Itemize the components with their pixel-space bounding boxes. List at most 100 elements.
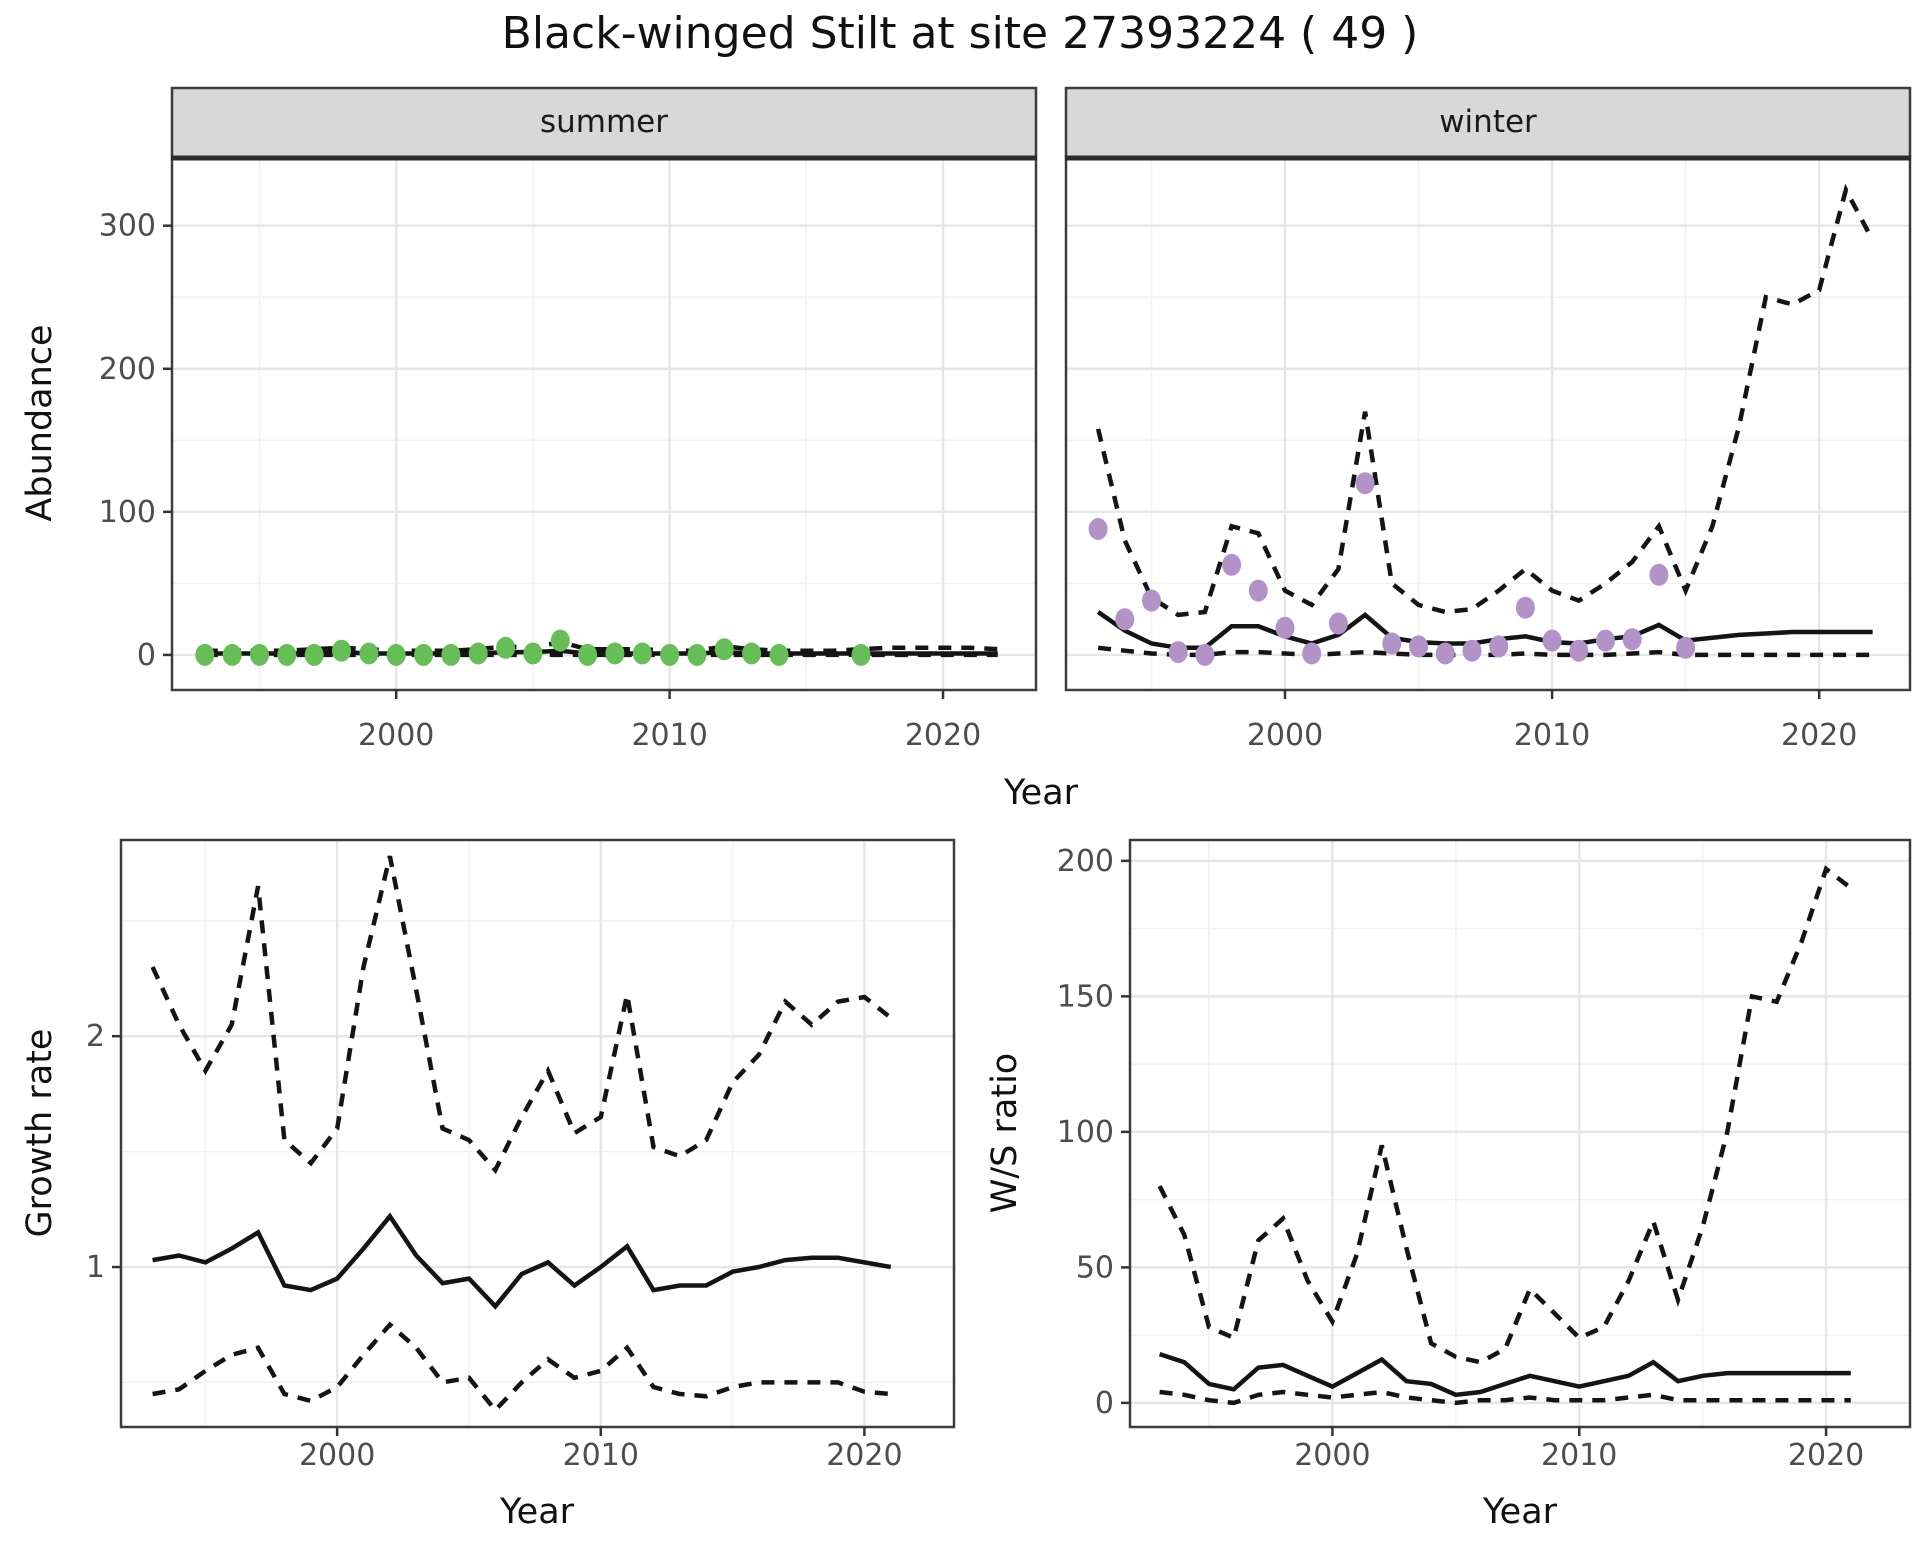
growth-rate-axis-ticks: 2000 2010 2020 1 2 [86,1019,903,1473]
abundance-winter-data-point [1088,518,1108,540]
abundance-summer-x-tick-label: 2010 [631,718,707,753]
abundance-winter-lower-ci-line [1097,645,1873,658]
abundance-summer-data-point [250,643,269,666]
ws-ratio-lower-ci-line [1159,1389,1851,1406]
abundance-summer-panel-background [172,157,1036,690]
abundance-summer-data-point [550,629,570,652]
abundance-summer-y-tick-label: 0 [137,638,156,673]
ws-ratio-median-line [1158,1351,1851,1398]
growth-rate-y-tick-label: 2 [86,1019,105,1054]
growth-rate-panel: 2000 2010 2020 1 2 [86,838,956,1473]
abundance-winter-data-point [1275,616,1295,639]
facet-strip-winter [1064,86,1912,159]
abundance-winter-median-line [1096,610,1873,651]
abundance-winter-panel: 2000 2010 2020 [1064,86,1912,753]
ws-ratio-y-tick-label: 150 [1057,979,1114,1014]
abundance-summer-y-tick-label: 200 [99,352,156,387]
abundance-winter-data-point [1328,612,1348,635]
abundance-summer-panel: 2000 2010 2020 0 100 200 300 [99,86,1038,753]
ws-ratio-y-tick-label: 200 [1057,844,1114,879]
growth-rate-panel-border [119,838,956,1429]
facet-strip-label-summer: summer [539,104,669,140]
abundance-summer-axis-ticks: 2000 2010 2020 0 100 200 300 [99,209,981,753]
abundance-summer-y-tick-label: 300 [99,209,156,244]
x-axis-title-year-top: Year [1003,773,1079,813]
abundance-winter-data-point [1676,636,1696,659]
abundance-summer-data-point [605,642,625,665]
growth-rate-lines [150,855,893,1414]
ws-ratio-panel-border [1128,838,1912,1429]
y-axis-title-growth-rate: Growth rate [20,1028,60,1238]
abundance-winter-data-point [1435,642,1455,665]
abundance-summer-data-point [304,643,324,666]
abundance-winter-data-point [1569,639,1589,662]
growth-rate-x-tick-label: 2010 [563,1438,639,1473]
abundance-winter-axis-ticks: 2000 2010 2020 [1247,690,1857,753]
abundance-summer-data-point [769,643,789,666]
growth-rate-median-line [152,1212,892,1310]
facet-strip-summer [170,86,1038,159]
x-axis-title-year-bottom-left: Year [499,1492,575,1532]
abundance-summer-data-point [468,642,488,665]
abundance-winter-lines [1095,183,1875,658]
abundance-summer-data-point [359,642,379,665]
abundance-summer-data-point [332,639,351,662]
ws-ratio-x-tick-label: 2010 [1541,1438,1617,1473]
growth-rate-x-tick-label: 2000 [299,1438,375,1473]
abundance-winter-data-point [1515,596,1535,619]
abundance-winter-data-point [1355,472,1375,495]
abundance-summer-data-point [523,642,543,665]
ws-ratio-gridlines [1130,840,1910,1427]
ws-ratio-panel-background [1130,840,1910,1427]
abundance-summer-x-tick-label: 2000 [358,718,434,753]
abundance-summer-data-point [742,642,762,665]
ws-ratio-y-tick-label: 100 [1057,1115,1114,1150]
ws-ratio-x-tick-label: 2020 [1788,1438,1864,1473]
abundance-winter-data-point [1542,629,1562,652]
abundance-summer-points-group [195,629,871,666]
ws-ratio-x-tick-label: 2000 [1294,1438,1370,1473]
growth-rate-panel-background [121,840,954,1427]
ws-ratio-lines [1157,865,1853,1406]
abundance-winter-x-tick-label: 2020 [1781,718,1857,753]
ws-ratio-upper-ci-line [1157,865,1853,1365]
abundance-summer-data-point [386,643,406,666]
x-axis-title-year-bottom-right: Year [1482,1492,1558,1532]
abundance-winter-data-point [1622,628,1642,651]
growth-rate-x-tick-label: 2020 [826,1438,902,1473]
abundance-winter-data-point [1409,635,1429,658]
abundance-winter-data-point [1489,635,1509,658]
abundance-summer-data-point [660,643,680,666]
abundance-summer-data-point [441,643,461,666]
abundance-winter-data-point [1115,608,1135,631]
abundance-winter-x-tick-label: 2000 [1247,718,1323,753]
abundance-winter-data-point [1195,643,1215,666]
ws-ratio-axis-ticks: 2000 2010 2020 0 50 100 150 200 [1057,844,1865,1473]
abundance-summer-data-point [632,642,652,665]
abundance-winter-data-point [1248,579,1268,602]
abundance-summer-data-point [687,643,707,666]
ws-ratio-panel: 2000 2010 2020 0 50 100 150 200 [1057,838,1912,1473]
abundance-summer-data-point [496,636,516,659]
abundance-winter-data-point [1222,553,1242,576]
y-axis-title-ws-ratio: W/S ratio [985,1052,1025,1214]
abundance-winter-data-point [1649,563,1669,586]
growth-rate-upper-ci-line [150,855,893,1175]
growth-rate-y-tick-label: 1 [86,1250,105,1285]
abundance-summer-data-point [578,643,598,666]
abundance-summer-x-tick-label: 2020 [905,718,981,753]
abundance-winter-panel-background [1066,157,1910,690]
abundance-winter-data-point [1142,589,1161,612]
abundance-summer-upper-ci-line [204,639,998,653]
abundance-winter-data-point [1382,632,1402,655]
abundance-winter-data-point [1596,629,1615,652]
abundance-summer-data-point [714,638,734,661]
abundance-winter-data-point [1168,641,1188,664]
abundance-winter-x-tick-label: 2010 [1514,718,1590,753]
facet-strip-label-winter: winter [1439,104,1537,140]
y-axis-title-abundance: Abundance [20,324,60,522]
abundance-summer-data-point [851,643,871,666]
abundance-summer-data-point [195,643,215,666]
abundance-summer-data-point [277,643,297,666]
